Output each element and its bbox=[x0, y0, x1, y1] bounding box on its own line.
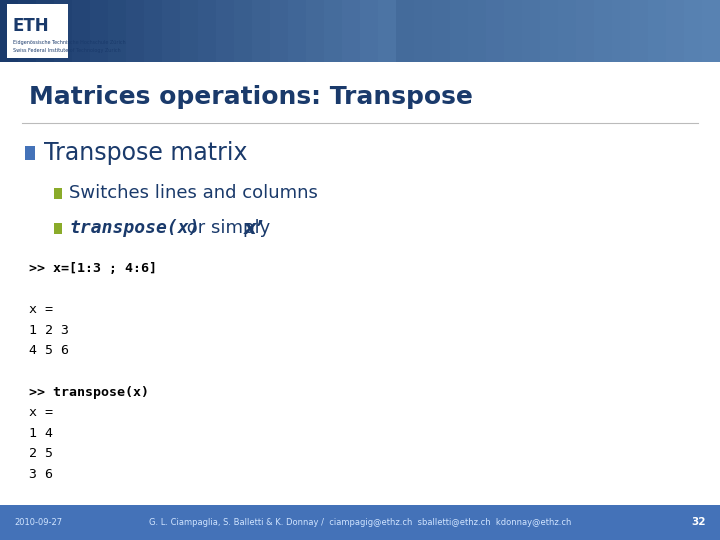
Text: ETH: ETH bbox=[13, 17, 50, 35]
Bar bbox=[18, 0, 37, 62]
Text: 4 5 6: 4 5 6 bbox=[29, 345, 69, 357]
Bar bbox=[108, 0, 127, 62]
Bar bbox=[630, 0, 649, 62]
Bar bbox=[396, 0, 720, 62]
Bar bbox=[54, 188, 62, 199]
Bar bbox=[450, 0, 469, 62]
Bar bbox=[702, 0, 720, 62]
Bar bbox=[432, 0, 451, 62]
Text: >> transpose(x): >> transpose(x) bbox=[29, 386, 149, 399]
Text: x =: x = bbox=[29, 406, 53, 419]
Bar bbox=[234, 0, 253, 62]
Text: 1 2 3: 1 2 3 bbox=[29, 324, 69, 337]
Bar bbox=[378, 0, 397, 62]
Bar bbox=[36, 0, 55, 62]
Text: Switches lines and columns: Switches lines and columns bbox=[69, 184, 318, 202]
Bar bbox=[252, 0, 271, 62]
Bar bbox=[126, 0, 145, 62]
Text: x’: x’ bbox=[243, 219, 264, 238]
Text: 1 4: 1 4 bbox=[29, 427, 53, 440]
Bar bbox=[90, 0, 109, 62]
Bar bbox=[684, 0, 703, 62]
Bar bbox=[0, 62, 720, 505]
Bar bbox=[666, 0, 685, 62]
Bar bbox=[324, 0, 343, 62]
Bar bbox=[54, 223, 62, 234]
Bar bbox=[0, 0, 19, 62]
Bar bbox=[72, 0, 91, 62]
Bar bbox=[360, 0, 379, 62]
Bar bbox=[25, 146, 35, 160]
Text: Swiss Federal Institute of Technology Zurich: Swiss Federal Institute of Technology Zu… bbox=[13, 49, 120, 53]
Text: 3 6: 3 6 bbox=[29, 468, 53, 481]
Text: 32: 32 bbox=[691, 517, 706, 528]
Bar bbox=[180, 0, 199, 62]
Bar bbox=[612, 0, 631, 62]
Bar bbox=[270, 0, 289, 62]
Bar bbox=[162, 0, 181, 62]
Text: or simply: or simply bbox=[181, 219, 276, 238]
Bar bbox=[54, 0, 73, 62]
Bar bbox=[558, 0, 577, 62]
Text: Matrices operations: Transpose: Matrices operations: Transpose bbox=[29, 85, 472, 109]
Text: 2 5: 2 5 bbox=[29, 447, 53, 460]
Text: Eidgenössische Technische Hochschule Zürich: Eidgenössische Technische Hochschule Zür… bbox=[13, 40, 125, 45]
Bar bbox=[216, 0, 235, 62]
Bar bbox=[342, 0, 361, 62]
Text: transpose(x): transpose(x) bbox=[69, 219, 199, 238]
Text: Transpose matrix: Transpose matrix bbox=[44, 141, 248, 165]
Bar bbox=[7, 4, 68, 58]
Bar bbox=[396, 0, 415, 62]
Bar bbox=[414, 0, 433, 62]
Bar bbox=[198, 0, 217, 62]
Bar bbox=[306, 0, 325, 62]
Bar bbox=[576, 0, 595, 62]
Bar bbox=[522, 0, 541, 62]
Bar bbox=[504, 0, 523, 62]
Bar bbox=[0, 505, 720, 540]
Text: 2010-09-27: 2010-09-27 bbox=[14, 518, 63, 527]
Bar bbox=[486, 0, 505, 62]
Bar bbox=[144, 0, 163, 62]
Text: >> x=[1:3 ; 4:6]: >> x=[1:3 ; 4:6] bbox=[29, 262, 157, 275]
Bar bbox=[594, 0, 613, 62]
Bar bbox=[540, 0, 559, 62]
Text: x =: x = bbox=[29, 303, 53, 316]
Bar bbox=[648, 0, 667, 62]
Bar bbox=[468, 0, 487, 62]
Bar bbox=[288, 0, 307, 62]
Text: G. L. Ciampaglia, S. Balletti & K. Donnay /  ciampagig@ethz.ch  sballetti@ethz.c: G. L. Ciampaglia, S. Balletti & K. Donna… bbox=[149, 518, 571, 527]
